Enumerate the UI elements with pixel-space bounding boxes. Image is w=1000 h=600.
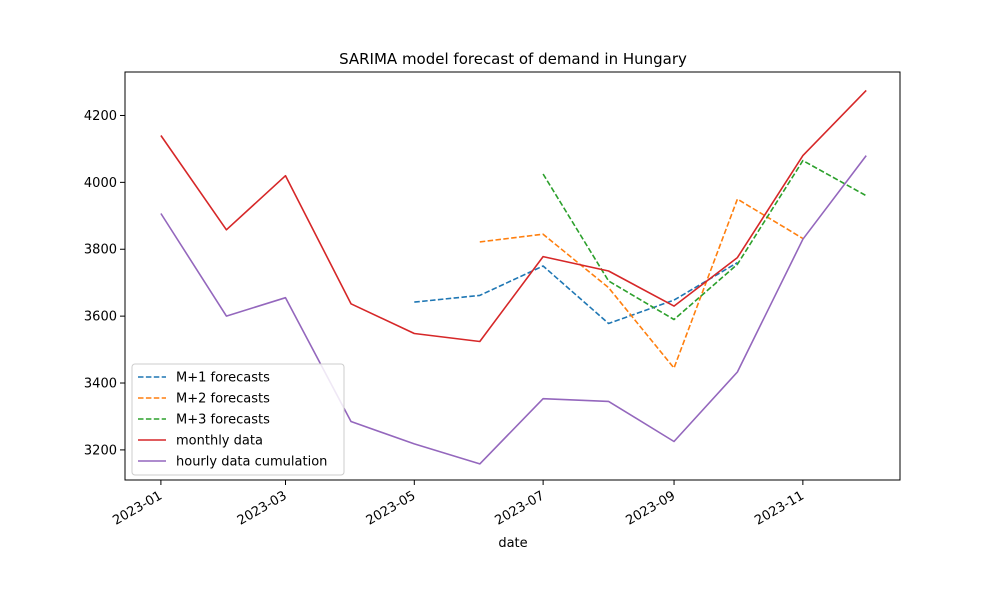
y-tick-label: 4000 (84, 176, 117, 191)
series-line-4 (160, 155, 867, 465)
y-tick-label: 4200 (84, 109, 117, 124)
y-tick-label: 3200 (84, 443, 117, 458)
plot-area (160, 89, 867, 465)
x-tick-label: 2023-07 (493, 488, 548, 528)
y-tick-label: 3600 (84, 310, 117, 325)
x-axis: 2023-01 2023-03 2023-05 2023-07 2023-09 2023-… (110, 480, 807, 529)
legend-label: M+2 forecasts (176, 392, 270, 407)
legend-label: monthly data (176, 434, 263, 449)
legend: M+1 forecasts M+2 forecasts M+3 forecasts m… (131, 363, 345, 476)
x-axis-label: date (498, 536, 527, 551)
y-tick-label: 3800 (84, 243, 117, 258)
y-tick-label: 3400 (84, 377, 117, 392)
x-tick-label: 2023-09 (623, 488, 678, 528)
x-tick-label: 2023-03 (235, 488, 290, 528)
series-line-0 (414, 261, 738, 325)
y-axis: 3200 3400 3600 3800 4000 4200 (84, 109, 125, 458)
legend-label: hourly data cumulation (176, 455, 327, 470)
x-tick-label: 2023-05 (364, 488, 419, 528)
series-line-1 (479, 198, 804, 369)
legend-label: M+1 forecasts (176, 371, 270, 386)
x-tick-label: 2023-11 (752, 488, 807, 528)
series-line-2 (542, 159, 867, 321)
chart-title: SARIMA model forecast of demand in Hunga… (339, 50, 687, 68)
x-tick-label: 2023-01 (110, 488, 165, 528)
axes-frame (124, 71, 901, 481)
series-line-3 (160, 89, 867, 343)
legend-label: M+3 forecasts (176, 413, 270, 428)
legend-box (131, 363, 345, 476)
